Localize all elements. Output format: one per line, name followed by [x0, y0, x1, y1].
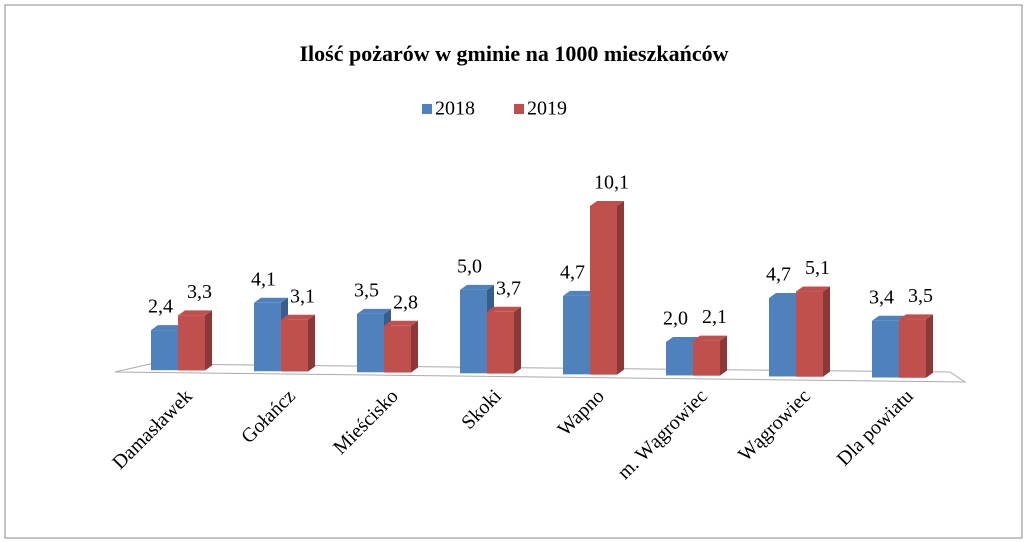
bar [460, 289, 487, 374]
bar-side [617, 200, 624, 375]
data-label: 4,1 [251, 268, 276, 290]
bar-top [178, 310, 212, 316]
data-label: 4,7 [560, 261, 585, 283]
data-label: 2,0 [663, 308, 688, 330]
data-label: 3,5 [908, 285, 933, 307]
bar-top [281, 314, 315, 320]
bar-side [411, 320, 418, 373]
bar-top [769, 292, 803, 298]
bar-top [666, 337, 700, 343]
bar [590, 205, 617, 375]
bar [563, 295, 590, 375]
bar-top [872, 315, 906, 321]
data-label: 3,7 [496, 277, 521, 299]
bar [769, 297, 796, 377]
bar-top [487, 306, 521, 312]
bar [693, 340, 720, 376]
bar-side [205, 310, 212, 371]
bar [254, 302, 281, 372]
legend-swatch [422, 104, 432, 114]
data-label: 2,4 [148, 296, 173, 318]
bar [178, 315, 205, 371]
bar-top [693, 335, 727, 341]
bar-top [384, 320, 418, 326]
data-label: 5,0 [457, 255, 482, 277]
data-label: 2,1 [702, 306, 727, 328]
bar-top [460, 284, 494, 290]
bar-top [899, 314, 933, 320]
data-label: 3,4 [869, 286, 894, 308]
data-label: 3,3 [187, 281, 212, 303]
bar-top [151, 325, 185, 331]
legend-label: 2019 [527, 98, 567, 120]
data-label: 3,5 [354, 279, 379, 301]
legend-swatch [514, 104, 524, 114]
bar-top [357, 308, 391, 314]
bar-top [590, 200, 624, 206]
bar-side [823, 286, 830, 377]
bar-top [563, 290, 597, 296]
data-label: 4,7 [766, 264, 791, 286]
bar [357, 313, 384, 373]
legend-label: 2018 [435, 98, 475, 120]
bar [796, 291, 823, 377]
bar [666, 342, 693, 376]
data-label: 3,1 [290, 285, 315, 307]
bar [487, 311, 514, 374]
bar-side [720, 335, 727, 376]
bar-top [254, 297, 288, 303]
bar [281, 319, 308, 372]
bar [899, 319, 926, 378]
bar [151, 330, 178, 371]
bar-side [514, 306, 521, 374]
bar-side [926, 314, 933, 378]
data-label: 2,8 [393, 291, 418, 313]
bar-side [308, 314, 315, 372]
data-label: 5,1 [805, 257, 830, 279]
data-label: 10,1 [594, 172, 629, 194]
chart-border [4, 4, 1023, 539]
bar [872, 320, 899, 378]
chart-title: Ilość pożarów w gminie na 1000 mieszkańc… [300, 41, 729, 66]
bar [384, 325, 411, 373]
bar-top [796, 286, 830, 292]
